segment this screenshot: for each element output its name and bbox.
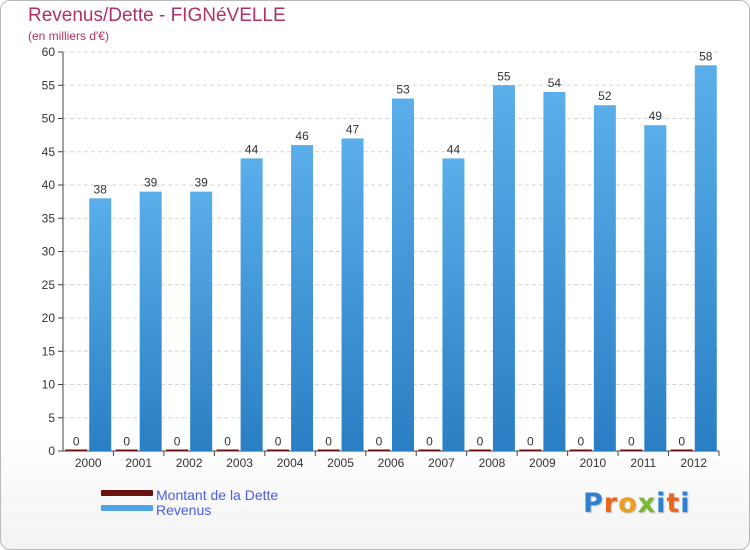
bar-dette	[267, 449, 290, 451]
x-tick-label: 2010	[579, 456, 606, 470]
y-tick-label: 50	[42, 112, 56, 126]
data-label-dette: 0	[477, 435, 484, 449]
logo-letter: P	[583, 488, 604, 519]
axes: 0 5 10 15 20 25 30 35 40 45 50 55 60 2000 2001 2002 2003…	[42, 45, 720, 470]
y-tick-label: 35	[42, 211, 56, 225]
bar-revenus	[291, 145, 314, 451]
data-label-revenus: 52	[598, 89, 612, 103]
y-tick-label: 30	[42, 245, 56, 259]
data-label-dette: 0	[174, 435, 181, 449]
data-label-revenus: 39	[144, 176, 158, 190]
bar-dette	[418, 449, 441, 451]
data-label-dette: 0	[678, 435, 685, 449]
data-label-dette: 0	[275, 435, 282, 449]
data-label-dette: 0	[628, 435, 635, 449]
bar-revenus	[240, 158, 263, 451]
y-tick-label: 25	[42, 278, 56, 292]
bar-dette	[569, 449, 592, 451]
x-tick-label: 2000	[75, 456, 102, 470]
data-label-revenus: 54	[548, 76, 562, 90]
data-label-revenus: 55	[497, 69, 511, 83]
bar-revenus	[644, 125, 667, 452]
legend-label-dette: Montant de la Dette	[156, 487, 279, 503]
bar-dette	[166, 449, 189, 451]
bar-dette	[468, 449, 491, 451]
chart-title: Revenus/Dette - FIGNéVELLE	[28, 5, 286, 26]
bar-revenus	[543, 91, 566, 452]
bar-revenus	[392, 98, 414, 452]
data-label-dette: 0	[426, 435, 433, 449]
bar-dette	[115, 449, 138, 451]
data-label-dette: 0	[325, 435, 332, 449]
logo-letter: i	[656, 488, 667, 519]
data-label-dette: 0	[224, 435, 231, 449]
logo-letter: i	[680, 488, 691, 519]
bar-dette	[620, 449, 643, 451]
x-tick-label: 2004	[277, 456, 304, 470]
legend-swatch-dette	[101, 490, 153, 496]
bars	[65, 65, 717, 452]
data-label-dette: 0	[123, 435, 130, 449]
data-label-dette: 0	[376, 435, 383, 449]
y-tick-label: 55	[42, 78, 56, 92]
x-tick-label: 2005	[327, 456, 354, 470]
data-label-revenus: 38	[94, 182, 108, 196]
y-tick-label: 45	[42, 145, 56, 159]
bar-revenus	[139, 191, 162, 451]
data-label-dette: 0	[527, 435, 534, 449]
data-label-revenus: 39	[194, 176, 208, 190]
logo-letter: x	[637, 488, 657, 519]
y-tick-label: 10	[42, 378, 56, 392]
bar-revenus	[442, 158, 465, 451]
labels: 0 38 0 39 0 39 0 44 0 46 0 47 0 53 0 44 0 55 0 54 0 52 0 49 0 58	[73, 49, 713, 448]
legend-label-revenus: Revenus	[156, 502, 212, 518]
bar-revenus	[89, 198, 112, 451]
proxiti-logo: Proxiti	[583, 488, 691, 519]
x-tick-label: 2006	[378, 456, 405, 470]
data-label-revenus: 46	[295, 129, 309, 143]
bar-revenus	[341, 138, 364, 451]
legend-swatch-revenus	[101, 505, 153, 511]
data-label-revenus: 53	[396, 83, 410, 97]
bar-dette	[65, 449, 88, 451]
y-tick-label: 20	[42, 311, 56, 325]
x-tick-label: 2009	[529, 456, 556, 470]
data-label-dette: 0	[73, 435, 80, 449]
bar-dette	[670, 449, 693, 451]
chart-subtitle: (en milliers d'€)	[28, 29, 109, 43]
x-tick-label: 2003	[226, 456, 253, 470]
bar-revenus	[593, 105, 616, 451]
bar-dette	[368, 449, 390, 451]
bar-dette	[317, 449, 340, 451]
data-label-revenus: 58	[699, 49, 713, 63]
x-tick-label: 2012	[680, 456, 707, 470]
bar-revenus	[694, 65, 717, 452]
data-label-revenus: 47	[346, 122, 360, 136]
y-tick-label: 15	[42, 344, 56, 358]
data-label-dette: 0	[578, 435, 585, 449]
y-tick-label: 0	[48, 444, 55, 458]
x-tick-label: 2008	[479, 456, 506, 470]
bar-dette	[216, 449, 239, 451]
y-tick-label: 40	[42, 178, 56, 192]
data-label-revenus: 49	[649, 109, 663, 123]
bar-revenus	[190, 191, 213, 451]
x-tick-label: 2001	[125, 456, 152, 470]
data-label-revenus: 44	[245, 142, 259, 156]
x-tick-label: 2002	[176, 456, 203, 470]
data-label-revenus: 44	[447, 142, 461, 156]
bar-revenus	[492, 85, 515, 451]
y-tick-label: 60	[42, 45, 56, 59]
y-tick-label: 5	[48, 411, 55, 425]
x-tick-label: 2011	[630, 456, 656, 470]
logo-letter: r	[603, 488, 619, 519]
logo-letter: o	[618, 488, 638, 519]
bar-dette	[519, 449, 542, 451]
x-tick-label: 2007	[428, 456, 455, 470]
logo-letter: t	[666, 488, 681, 519]
